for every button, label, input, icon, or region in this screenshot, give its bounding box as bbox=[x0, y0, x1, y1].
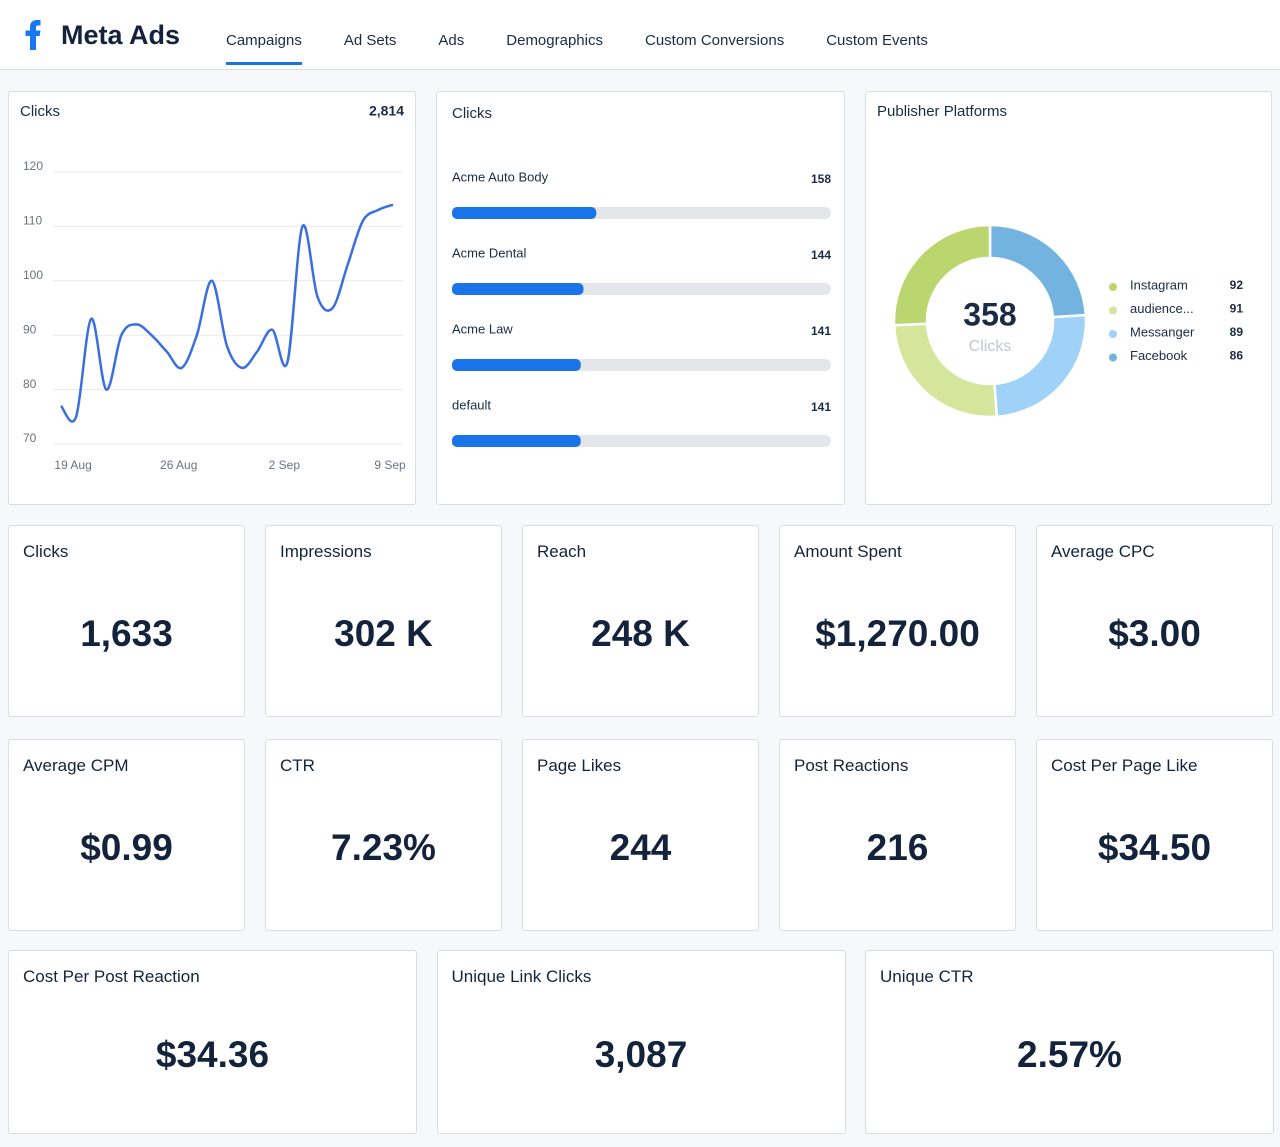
legend-label: audience... bbox=[1130, 301, 1194, 316]
x-tick-label: 9 Sep bbox=[374, 458, 406, 472]
donut-slice bbox=[892, 223, 992, 327]
kpi-title: Average CPM bbox=[23, 756, 129, 775]
chart-title: Clicks bbox=[20, 103, 60, 120]
bar-label: Acme Law bbox=[452, 321, 513, 336]
bar-chart-card: Clicks Acme Auto Body 158 Acme Dental 144 Acm… bbox=[436, 91, 845, 505]
kpi-card: Cost Per Post Reaction $34.36 bbox=[8, 950, 417, 1134]
bar-value: 144 bbox=[811, 248, 831, 262]
kpi-card: CTR 7.23% bbox=[265, 739, 502, 931]
donut-chart-card: Publisher Platforms 358 Clicks Instagram 92 a… bbox=[865, 91, 1272, 505]
bar-value: 141 bbox=[811, 324, 831, 338]
kpi-value: 2.57% bbox=[1017, 1034, 1122, 1075]
legend-value: 86 bbox=[1230, 349, 1244, 363]
nav-tab[interactable]: Ad Sets bbox=[343, 32, 397, 49]
kpi-card: Cost Per Page Like $34.50 bbox=[1036, 739, 1273, 931]
x-tick-label: 2 Sep bbox=[269, 458, 301, 472]
kpi-value: 3,087 bbox=[594, 1034, 688, 1075]
bar-label: Acme Auto Body bbox=[452, 169, 549, 184]
line-series bbox=[59, 203, 394, 423]
kpi-card: Post Reactions 216 bbox=[779, 739, 1016, 931]
kpi-value: $1,270.00 bbox=[815, 613, 980, 654]
kpi-card: Reach 248 K bbox=[522, 525, 759, 717]
y-tick-label: 120 bbox=[23, 159, 43, 173]
kpi-card: Clicks 1,633 bbox=[8, 525, 245, 717]
legend-swatch bbox=[1109, 353, 1117, 362]
line-chart-card: Clicks 2,814 70 80 90 100 110 120 19 Aug 26 Aug 2 … bbox=[8, 91, 416, 505]
bar-label: default bbox=[452, 397, 491, 412]
kpi-value: 7.23% bbox=[331, 827, 436, 868]
legend-swatch bbox=[1109, 330, 1117, 338]
card-canvas: Clicks 2,814 70 80 90 100 110 120 19 Aug 26 Aug 2 … bbox=[20, 103, 406, 472]
kpi-value: $3.00 bbox=[1108, 613, 1201, 654]
legend-label: Instagram bbox=[1130, 277, 1188, 292]
kpi-value: 1,633 bbox=[80, 613, 173, 654]
legend-value: 92 bbox=[1230, 278, 1244, 292]
legend-swatch bbox=[1109, 283, 1117, 291]
bar-value: 158 bbox=[811, 172, 831, 186]
y-tick-label: 80 bbox=[23, 377, 37, 391]
chart-total: 2,814 bbox=[369, 103, 404, 119]
kpi-card: Average CPC $3.00 bbox=[1036, 525, 1273, 717]
kpi-title: Page Likes bbox=[537, 756, 622, 775]
kpi-card: Average CPM $0.99 bbox=[8, 739, 245, 931]
kpi-card: Amount Spent $1,270.00 bbox=[779, 525, 1016, 717]
bar-value: 141 bbox=[811, 400, 831, 414]
header: Meta Ads Campaigns Ad Sets Ads Demographics… bbox=[0, 0, 1280, 70]
legend-swatch bbox=[1109, 306, 1117, 315]
kpi-value: 248 K bbox=[591, 613, 690, 654]
y-tick-label: 70 bbox=[23, 431, 37, 445]
x-tick-label: 26 Aug bbox=[160, 458, 197, 472]
nav-tab[interactable]: Demographics bbox=[506, 32, 603, 49]
kpi-title: Cost Per Page Like bbox=[1051, 756, 1198, 775]
kpi-value: 216 bbox=[866, 827, 929, 868]
kpi-title: Clicks bbox=[23, 542, 69, 561]
tab-bar: Campaigns Ad Sets Ads Demographics Custom Co… bbox=[226, 32, 928, 65]
y-tick-label: 110 bbox=[23, 214, 42, 228]
legend-value: 89 bbox=[1230, 325, 1244, 339]
nav-tab[interactable]: Custom Conversions bbox=[644, 32, 785, 49]
legend-label: Facebook bbox=[1130, 348, 1188, 363]
logo-icon bbox=[25, 20, 41, 50]
facebook-logo bbox=[25, 20, 41, 50]
nav-tab[interactable]: Campaigns bbox=[226, 32, 302, 65]
bar-label: Acme Dental bbox=[452, 245, 527, 260]
bar bbox=[452, 359, 581, 371]
kpi-value: $0.99 bbox=[80, 827, 173, 868]
y-tick-label: 100 bbox=[23, 268, 43, 282]
nav-tab[interactable]: Custom Events bbox=[826, 32, 928, 49]
kpi-value: 302 K bbox=[334, 613, 433, 654]
kpi-card: Unique CTR 2.57% bbox=[865, 950, 1274, 1134]
kpi-title: CTR bbox=[280, 756, 315, 775]
card-canvas: Clicks Acme Auto Body 158 Acme Dental 144 Acm… bbox=[452, 105, 831, 447]
kpi-title: Unique Link Clicks bbox=[451, 967, 592, 986]
center-value: 358 bbox=[963, 296, 1016, 332]
legend-label: Messanger bbox=[1130, 324, 1195, 339]
kpi-value: 244 bbox=[609, 827, 672, 868]
kpi-title: Post Reactions bbox=[794, 756, 909, 775]
chart-title: Publisher Platforms bbox=[877, 103, 1007, 120]
kpi-card: Unique Link Clicks 3,087 bbox=[436, 950, 846, 1134]
kpi-title: Impressions bbox=[280, 542, 372, 561]
chart-title: Clicks bbox=[452, 105, 492, 122]
center-label: Clicks bbox=[969, 338, 1012, 355]
kpi-title: Reach bbox=[537, 542, 587, 561]
kpi-title: Unique CTR bbox=[880, 967, 974, 986]
kpi-card: Impressions 302 K bbox=[265, 525, 502, 717]
kpi-title: Average CPC bbox=[1051, 542, 1155, 561]
bar bbox=[452, 207, 597, 219]
bar bbox=[452, 283, 584, 295]
kpi-title: Cost Per Post Reaction bbox=[23, 967, 200, 986]
bar bbox=[452, 435, 581, 447]
kpi-value: $34.50 bbox=[1097, 827, 1212, 868]
x-tick-label: 19 Aug bbox=[54, 458, 91, 472]
kpi-title: Amount Spent bbox=[794, 542, 902, 561]
brand-title: Meta Ads bbox=[61, 20, 181, 50]
kpi-value: $34.36 bbox=[155, 1034, 270, 1075]
card-canvas: Publisher Platforms 358 Clicks Instagram 92 a… bbox=[877, 103, 1244, 419]
legend-value: 91 bbox=[1230, 302, 1244, 316]
nav-tab[interactable]: Ads bbox=[438, 32, 465, 49]
kpi-card: Page Likes 244 bbox=[522, 739, 759, 931]
y-tick-label: 90 bbox=[23, 322, 37, 336]
